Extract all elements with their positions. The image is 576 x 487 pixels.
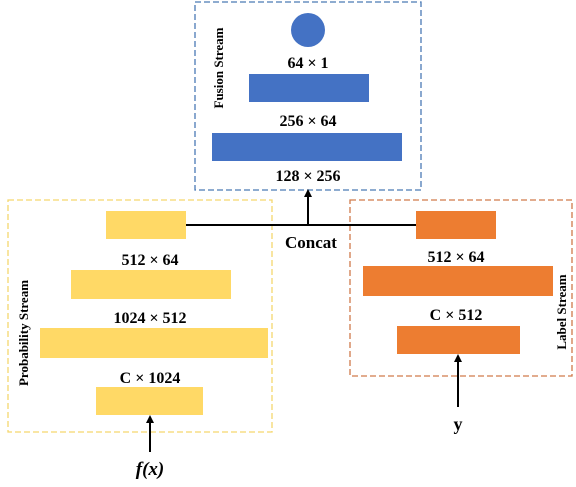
probability-dim-3: C × 1024 — [120, 370, 181, 387]
probability-layer-4 — [96, 387, 203, 415]
fusion-stream: Fusion Stream 64 × 1 256 × 64 128 × 256 — [194, 1, 422, 191]
fusion-layer-1 — [249, 74, 369, 102]
probability-input-label: f(x) — [136, 459, 164, 480]
label-layer-3 — [397, 326, 520, 354]
label-layer-2 — [363, 266, 553, 296]
fusion-dim-3: 128 × 256 — [275, 168, 340, 185]
fusion-dim-1: 64 × 1 — [287, 55, 328, 72]
fusion-dim-2: 256 × 64 — [279, 113, 336, 130]
label-dim-1: 512 × 64 — [427, 249, 484, 266]
label-input: y — [454, 354, 463, 434]
concat-connector: Concat — [186, 189, 416, 252]
fusion-layer-2 — [212, 133, 402, 161]
label-layer-1 — [416, 211, 496, 239]
probability-layer-2 — [71, 270, 231, 299]
probability-input: f(x) — [136, 415, 164, 480]
probability-stream: Probability Stream 512 × 64 1024 × 512 C… — [7, 199, 273, 433]
label-stream: Label Stream 512 × 64 C × 512 — [349, 199, 573, 377]
label-stream-title: Label Stream — [554, 274, 569, 349]
probability-dim-2: 1024 × 512 — [113, 310, 186, 327]
label-stream-frame — [349, 199, 573, 377]
fusion-stream-title: Fusion Stream — [211, 27, 226, 108]
probability-layer-3 — [40, 328, 268, 358]
probability-stream-frame — [7, 199, 273, 433]
probability-layer-1 — [106, 211, 186, 239]
probability-dim-1: 512 × 64 — [121, 252, 178, 269]
concat-label: Concat — [285, 233, 337, 252]
label-input-label: y — [454, 414, 463, 434]
probability-stream-title: Probability Stream — [16, 280, 31, 386]
fusion-output-node — [291, 13, 325, 47]
label-dim-2: C × 512 — [430, 307, 483, 324]
